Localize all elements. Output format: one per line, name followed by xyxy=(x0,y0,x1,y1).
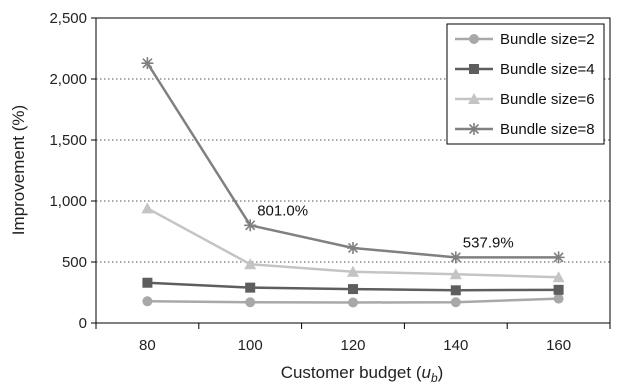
series-2 xyxy=(142,278,563,296)
annotations: 801.0% 537.9% xyxy=(257,202,513,251)
x-tick-label: 120 xyxy=(340,337,365,354)
legend-label: Bundle size=2 xyxy=(500,31,595,48)
y-tick-label: 2,500 xyxy=(49,10,87,27)
legend-marker xyxy=(468,123,480,135)
legend-label: Bundle size=4 xyxy=(500,61,595,78)
data-point xyxy=(553,251,565,263)
data-point xyxy=(554,285,564,295)
x-axis-title-text: Customer budget ( xyxy=(281,363,422,382)
y-tick-label: 0 xyxy=(79,315,87,332)
legend-marker xyxy=(469,64,479,74)
data-label: 537.9% xyxy=(463,234,514,251)
x-axis-title: Customer budget (ub) xyxy=(281,363,444,385)
y-tick-label: 1,500 xyxy=(49,132,87,149)
legend-marker xyxy=(469,34,479,44)
legend-label: Bundle size=6 xyxy=(500,91,595,108)
legend: Bundle size=2 Bundle size=4 Bundle size=6 B… xyxy=(447,24,604,144)
x-axis-ticks: 80 100 120 140 160 xyxy=(96,323,610,354)
data-point xyxy=(348,298,358,308)
data-point xyxy=(244,219,256,231)
data-point xyxy=(142,278,152,288)
data-point xyxy=(245,297,255,307)
y-tick-label: 2,000 xyxy=(49,71,87,88)
data-point xyxy=(348,284,358,294)
data-point xyxy=(347,242,359,254)
data-point xyxy=(554,294,564,304)
y-axis-ticks: 0 500 1,000 1,500 2,000 2,500 xyxy=(49,10,96,332)
x-tick-label: 100 xyxy=(238,337,263,354)
x-tick-label: 80 xyxy=(139,337,156,354)
data-point xyxy=(450,251,462,263)
data-label: 801.0% xyxy=(257,202,308,219)
data-point xyxy=(451,297,461,307)
y-axis-title: Improvement (%) xyxy=(9,105,28,235)
data-point xyxy=(141,57,153,69)
x-tick-label: 140 xyxy=(443,337,468,354)
legend-label: Bundle size=8 xyxy=(500,121,595,138)
data-point xyxy=(141,202,153,213)
x-axis-title-close: ) xyxy=(438,363,444,382)
data-point xyxy=(142,296,152,306)
data-point xyxy=(245,283,255,293)
y-tick-label: 500 xyxy=(62,254,87,271)
data-point xyxy=(451,285,461,295)
series-1 xyxy=(142,294,563,308)
y-tick-label: 1,000 xyxy=(49,193,87,210)
x-tick-label: 160 xyxy=(546,337,571,354)
